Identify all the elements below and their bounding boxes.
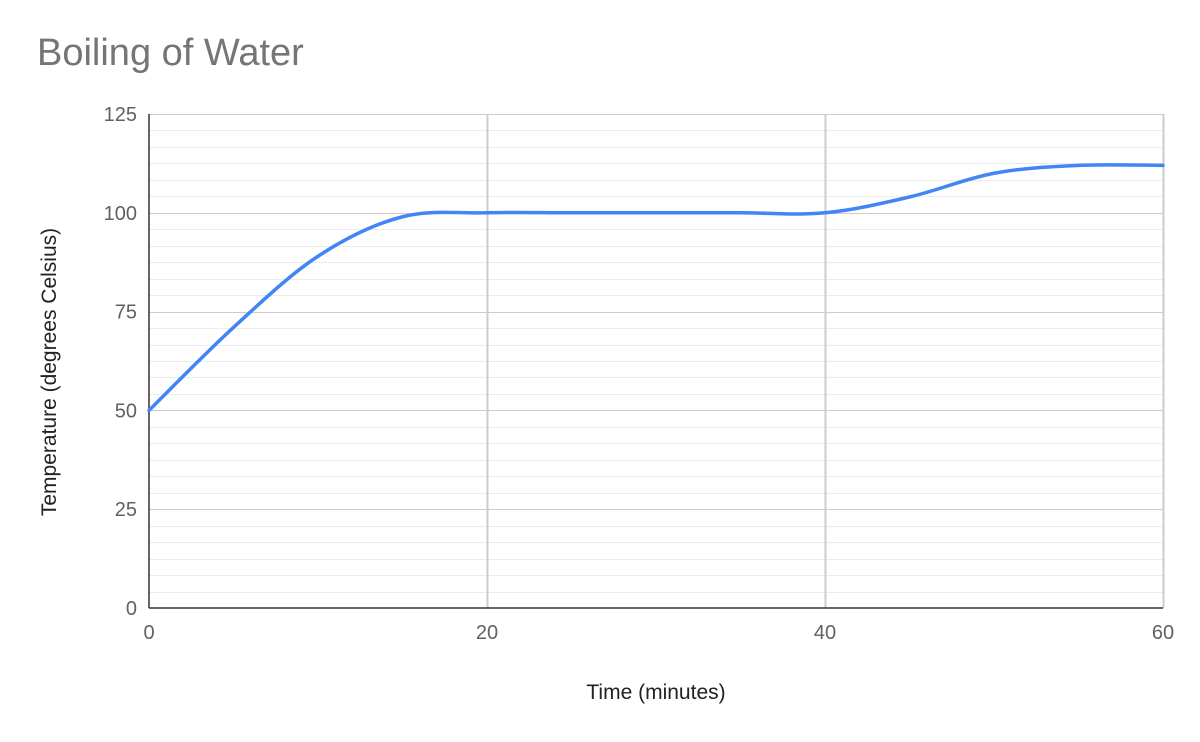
- x-tick-label: 20: [476, 622, 498, 644]
- series-group: [147, 163, 1165, 413]
- x-axis-title: Time (minutes): [586, 681, 725, 704]
- minor-gridlines: [149, 130, 1163, 593]
- y-tick-label: 0: [126, 598, 137, 620]
- chart-title: Boiling of Water: [37, 32, 304, 74]
- x-tick-label: 60: [1152, 622, 1174, 644]
- x-tick-label: 40: [814, 622, 836, 644]
- y-tick-label: 50: [115, 400, 137, 422]
- y-tick-label: 100: [104, 203, 137, 225]
- axes: [148, 114, 1163, 609]
- y-axis-title: Temperature (degrees Celsius): [38, 228, 61, 516]
- tick-labels: 0 25 50 75 100 125 0 20 40 60: [104, 104, 1175, 644]
- y-tick-label: 125: [104, 104, 137, 126]
- x-tick-label: 0: [143, 622, 154, 644]
- y-tick-label: 75: [115, 302, 137, 324]
- series-line: [147, 163, 1165, 413]
- major-gridlines: [149, 114, 1165, 608]
- y-tick-label: 25: [115, 499, 137, 521]
